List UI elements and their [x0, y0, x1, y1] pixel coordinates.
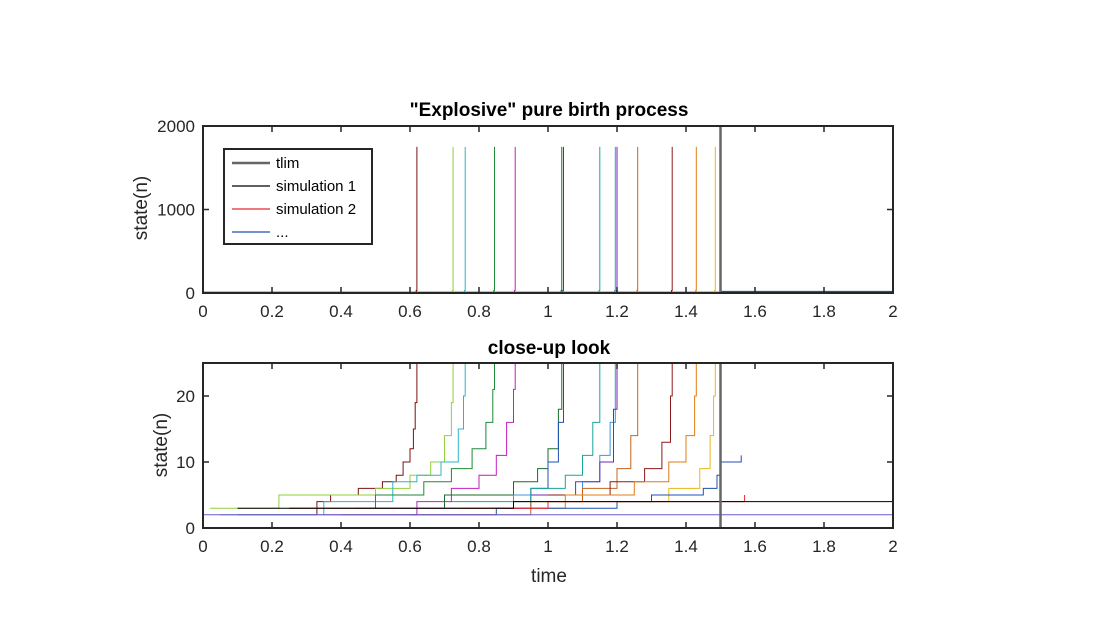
- x-tick-label: 0.8: [467, 537, 491, 556]
- series-group: [203, 146, 893, 293]
- y-tick-label: 2000: [157, 117, 195, 136]
- top-plot-area: 0 0.2 0.4 0.6 0.8 1 1.2 1.4 1.6 1.8 2 0 1000 2000: [157, 117, 898, 321]
- x-tick-label: 1.6: [743, 302, 767, 321]
- x-tick-label: 2: [888, 537, 897, 556]
- series-line-7: [203, 146, 564, 293]
- series-line-1: [203, 146, 418, 293]
- legend-entry-label: tlim: [276, 155, 299, 172]
- x-tick-label: 0.6: [398, 537, 422, 556]
- x-tick-label: 1.4: [674, 537, 698, 556]
- x-tick-label: 0.2: [260, 302, 284, 321]
- x-tick-label: 0.4: [329, 537, 353, 556]
- bottom-y-axis-label: state(n): [151, 413, 172, 477]
- bottom-axes: close-up look state(n) time 0 0.2 0.4 0.6 0.…: [151, 338, 898, 587]
- series-line-13: [203, 146, 697, 293]
- y-tick-label: 0: [186, 519, 195, 538]
- x-tick-label: 0.2: [260, 537, 284, 556]
- series-line-4: [203, 146, 495, 293]
- legend[interactable]: tlim simulation 1 simulation 2...: [223, 148, 373, 245]
- bottom-chart-title: close-up look: [488, 338, 611, 359]
- series-line-6: [354, 363, 563, 509]
- top-y-axis-label: state(n): [131, 176, 152, 240]
- series-line-14: [203, 146, 716, 293]
- x-tick-label: 1.2: [605, 537, 629, 556]
- series-line-9: [203, 146, 616, 293]
- legend-entry-label: simulation 1: [276, 178, 356, 195]
- top-axes: "Explosive" pure birth process state(n) …: [131, 100, 898, 321]
- x-tick-label: 0: [198, 537, 207, 556]
- top-chart-title: "Explosive" pure birth process: [410, 100, 689, 121]
- series-line-17: [237, 501, 893, 509]
- series-line-8: [203, 146, 601, 293]
- series-line-8: [451, 363, 601, 503]
- legend-box: [223, 148, 373, 245]
- series-line-14: [617, 363, 716, 503]
- legend-entry-label: ...: [276, 224, 289, 241]
- series-line-5: [323, 363, 516, 516]
- x-tick-label: 0.6: [398, 302, 422, 321]
- series-line-13: [461, 363, 697, 509]
- series-line-11: [203, 146, 639, 293]
- y-tick-label: 10: [176, 453, 195, 472]
- bottom-x-axis-label: time: [531, 566, 567, 587]
- series-line-12: [548, 363, 673, 496]
- x-tick-label: 1.8: [812, 302, 836, 321]
- series-line-5: [203, 146, 516, 293]
- x-tick-label: 0.4: [329, 302, 353, 321]
- x-tick-label: 1: [543, 302, 552, 321]
- series-line-2: [203, 146, 454, 293]
- series-line-6: [203, 146, 563, 293]
- x-tick-label: 1: [543, 537, 552, 556]
- legend-entry-label: simulation 2: [276, 201, 356, 218]
- x-tick-label: 0: [198, 302, 207, 321]
- series-line-3: [203, 146, 466, 293]
- y-tick-label: 0: [186, 284, 195, 303]
- x-tick-label: 1.4: [674, 302, 698, 321]
- series-line-10: [530, 363, 618, 496]
- x-tick-label: 2: [888, 302, 897, 321]
- y-tick-label: 1000: [157, 201, 195, 220]
- series-line-3: [220, 363, 466, 516]
- x-tick-label: 0.8: [467, 302, 491, 321]
- series-line-1: [237, 363, 418, 516]
- x-tick-label: 1.6: [743, 537, 767, 556]
- series-line-11: [341, 363, 639, 516]
- series-line-4: [289, 363, 495, 509]
- series-line-12: [203, 146, 673, 293]
- x-tick-label: 1.2: [605, 302, 629, 321]
- x-tick-label: 1.8: [812, 537, 836, 556]
- series-group: [203, 363, 893, 516]
- y-tick-label: 20: [176, 387, 195, 406]
